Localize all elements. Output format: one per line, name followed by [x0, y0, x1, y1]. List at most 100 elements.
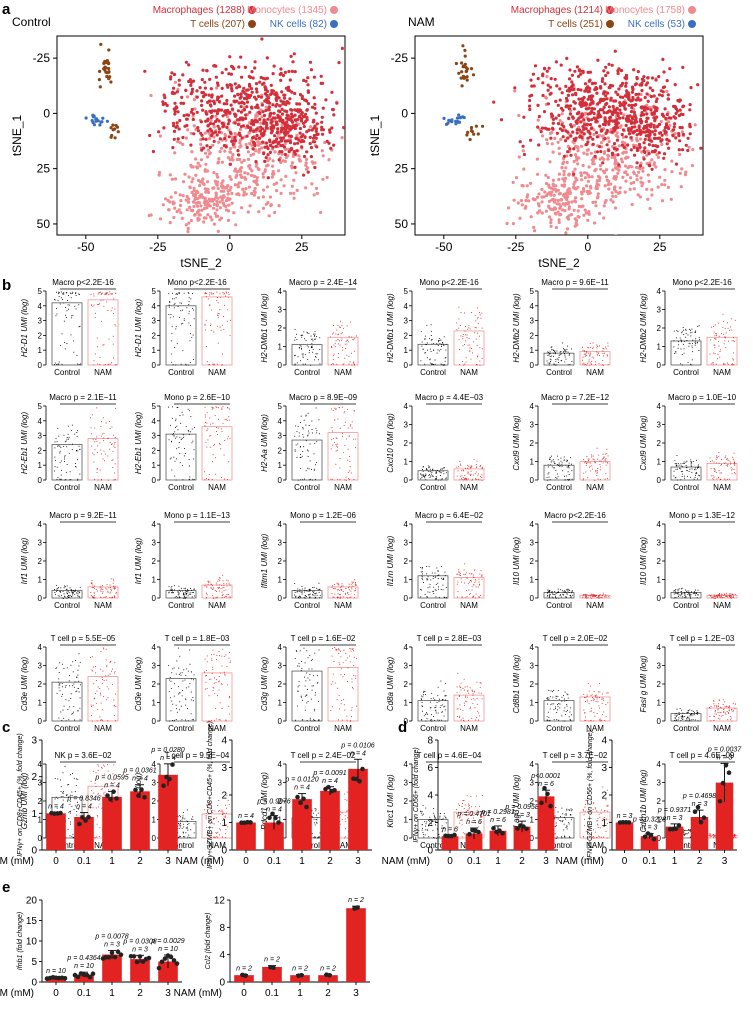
tsne-point	[545, 75, 549, 79]
mean-bar	[51, 444, 83, 481]
tsne-point	[673, 83, 677, 87]
cell-dot	[685, 328, 686, 330]
cell-dot	[100, 320, 102, 322]
cell-dot	[206, 478, 208, 480]
tsne-point	[279, 78, 283, 82]
cell-dot	[302, 363, 304, 365]
tsne-point	[294, 171, 298, 175]
tsne-point	[191, 117, 195, 122]
cell-dot	[567, 471, 569, 473]
cell-dot	[188, 297, 190, 299]
cell-dot	[731, 364, 732, 366]
tsne-point	[187, 113, 191, 117]
tsne-point	[541, 72, 545, 76]
cell-dot	[582, 363, 584, 365]
cell-dot	[174, 596, 176, 598]
cell-dot	[344, 411, 346, 413]
cell-dot	[476, 364, 477, 365]
tsne-point	[210, 197, 214, 201]
tsne-point	[290, 165, 294, 170]
tsne-point	[618, 125, 622, 129]
cell-dot	[220, 297, 222, 299]
tsne-point	[627, 103, 631, 107]
cell-dot	[294, 328, 296, 330]
tsne-point	[202, 94, 206, 98]
tsne-point	[229, 177, 233, 181]
tsne-point	[617, 168, 621, 172]
cell-dot	[172, 590, 173, 592]
cell-dot	[334, 593, 336, 595]
cell-dot	[179, 302, 181, 304]
tsne-point	[513, 89, 517, 93]
tsne-point	[512, 198, 516, 202]
cell-dot	[57, 587, 59, 589]
tsne-point	[177, 127, 181, 131]
tsne-point	[266, 176, 270, 180]
tsne-point	[604, 65, 608, 69]
cell-dot	[227, 436, 229, 438]
cell-dot	[720, 349, 722, 351]
legend-swatch	[330, 20, 338, 28]
cell-dot	[313, 590, 315, 592]
cell-dot	[298, 432, 300, 434]
tsne-point	[559, 106, 564, 110]
cell-dot	[219, 326, 221, 328]
cell-dot	[65, 440, 67, 442]
cell-dot	[54, 364, 55, 366]
tsne-point	[313, 165, 317, 170]
tsne-point	[535, 195, 540, 199]
cell-dot	[68, 452, 70, 454]
cell-dot	[334, 419, 336, 421]
cell-dot	[440, 339, 442, 341]
cell-dot	[716, 455, 718, 457]
cell-dot	[64, 479, 66, 481]
expr-header: Mono p<2.2E-16	[167, 278, 227, 287]
mean-bar	[417, 343, 449, 366]
tsne-point	[594, 117, 598, 121]
tsne-point	[589, 151, 593, 155]
cell-dot	[685, 329, 687, 331]
cell-dot	[227, 594, 229, 595]
tsne-point	[460, 84, 464, 88]
cell-dot	[472, 352, 473, 354]
cell-dot	[208, 582, 210, 584]
tsne-point	[198, 213, 202, 217]
cell-dot	[477, 332, 478, 334]
cell-dot	[713, 326, 715, 327]
tsne-point	[583, 82, 588, 86]
tsne-point	[673, 116, 678, 120]
y-tick-label: 0	[278, 594, 283, 603]
tsne-point	[295, 133, 299, 137]
cell-dot	[66, 464, 68, 465]
cell-dot	[170, 589, 172, 591]
cell-dot	[424, 335, 426, 337]
tsne-point	[219, 108, 224, 112]
cell-dot	[683, 463, 685, 464]
tsne-point	[662, 114, 666, 118]
tsne-point	[591, 100, 595, 104]
tsne-point	[294, 108, 299, 113]
tsne-point	[655, 115, 659, 119]
cell-dot	[90, 427, 92, 429]
y-tick-label: 4	[657, 402, 662, 411]
tsne-point	[169, 195, 173, 199]
cell-dot	[67, 425, 69, 427]
cell-dot	[477, 473, 479, 475]
tsne-point	[601, 122, 606, 126]
cell-dot	[432, 468, 434, 470]
cell-dot	[467, 344, 469, 346]
cell-dot	[584, 354, 586, 356]
cell-dot	[605, 346, 606, 348]
tsne-point	[283, 122, 287, 126]
tsne-point	[654, 165, 658, 169]
tsne-point	[693, 123, 697, 127]
cell-dot	[725, 479, 726, 481]
cell-dot	[193, 318, 195, 320]
cell-dot	[547, 466, 549, 468]
tsne-point	[604, 175, 609, 179]
cell-dot	[229, 335, 231, 336]
cell-dot	[463, 364, 464, 366]
tsne-point	[276, 127, 280, 131]
cell-dot	[713, 344, 715, 346]
y-tick-label: 1	[38, 576, 43, 585]
